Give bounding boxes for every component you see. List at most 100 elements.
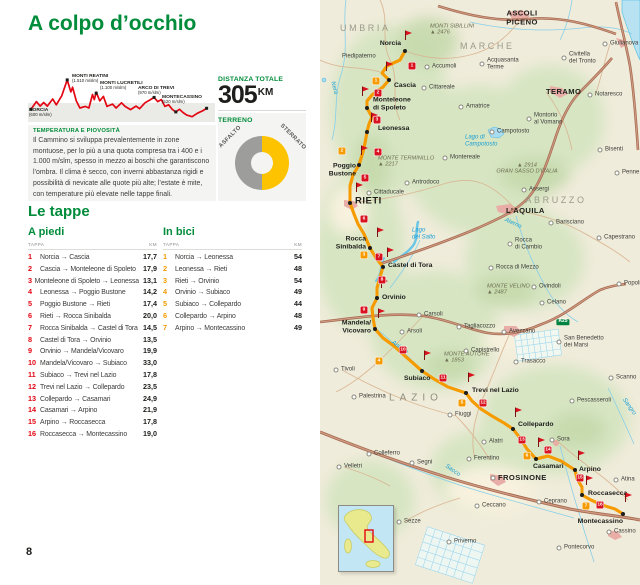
stage-row: 1 Norcia → Cascia 17,7 bbox=[28, 252, 157, 264]
col-km: KM bbox=[149, 242, 157, 247]
stage-km: 17,4 bbox=[143, 299, 157, 309]
stage-km: 49 bbox=[294, 287, 302, 297]
stage-km: 23,5 bbox=[143, 381, 157, 391]
town-dot bbox=[351, 394, 357, 400]
donut-ring bbox=[235, 136, 289, 190]
stage-route: Leonessa → Poggio Bustone bbox=[40, 289, 126, 297]
stage-row: 7 Arpino → Montecassino 49 bbox=[163, 323, 302, 335]
town-dot bbox=[366, 451, 372, 457]
stage-row: 7 Rocca Sinibalda → Castel di Tora 14,5 bbox=[28, 323, 157, 335]
town-dot bbox=[569, 398, 575, 404]
stage-row: 3 Monteleone di Spoleto → Leonessa 13,1 bbox=[28, 276, 157, 288]
map-base-svg bbox=[320, 0, 640, 585]
stage-route: Rocca Sinibalda → Castel di Tora bbox=[40, 324, 138, 332]
town-dot bbox=[526, 116, 532, 122]
stage-number: 1 bbox=[28, 252, 33, 261]
stage-row: 6 Collepardo → Arpino 48 bbox=[163, 311, 302, 323]
total-distance-block: DISTANZA TOTALE 305KM bbox=[218, 74, 306, 111]
town-dot bbox=[489, 129, 495, 135]
stage-route: Roccasecca → Montecassino bbox=[40, 430, 128, 438]
stage-number: 3 bbox=[163, 275, 168, 285]
stage-route: Norcia → Leonessa bbox=[175, 254, 233, 261]
route-town-dot bbox=[621, 512, 625, 516]
stage-number: 2 bbox=[163, 263, 168, 273]
route-town-dot bbox=[464, 391, 468, 395]
cycling-rows: 1 Norcia → Leonessa 54 2 Leonessa → Rieti 48 3… bbox=[163, 252, 302, 335]
town-dot bbox=[336, 464, 342, 470]
town-dot bbox=[366, 190, 372, 196]
distance-number: 305 bbox=[218, 81, 258, 109]
town-dot bbox=[616, 281, 622, 287]
elevation-profile-svg bbox=[28, 78, 215, 122]
stage-row: 15 Arpino → Roccasecca 17,8 bbox=[28, 417, 157, 429]
town-dot bbox=[556, 339, 562, 345]
town-dot bbox=[531, 284, 537, 290]
cycling-table-header: TAPPA KM bbox=[163, 242, 302, 250]
cycling-stage-marker: 2 bbox=[338, 147, 346, 155]
town-dot bbox=[442, 155, 448, 161]
stage-km: 19,0 bbox=[143, 428, 157, 438]
route-town-dot bbox=[365, 106, 369, 110]
walking-stages-table: A piedi TAPPA KM 1 Norcia → Cascia 17,7 2 Ca… bbox=[28, 226, 157, 441]
stage-route: Trevi nel Lazio → Collepardo bbox=[40, 383, 125, 391]
peak-label: ARCO DI TREVI (970 m/slm) bbox=[138, 86, 175, 96]
route-town-dot bbox=[511, 427, 515, 431]
stage-km: 33,0 bbox=[143, 358, 157, 368]
walking-stage-marker: 6 bbox=[360, 215, 368, 223]
walking-title: A piedi bbox=[28, 226, 65, 238]
stage-km: 13,5 bbox=[143, 334, 157, 344]
walking-rows: 1 Norcia → Cascia 17,7 2 Cascia → Monteleone… bbox=[28, 252, 157, 441]
stage-row: 4 Leonessa → Poggio Bustone 14,2 bbox=[28, 287, 157, 299]
stage-row: 1 Norcia → Leonessa 54 bbox=[163, 252, 302, 264]
stage-route: Orvinio → Subiaco bbox=[175, 289, 230, 297]
stage-number: 2 bbox=[28, 263, 33, 273]
stage-km: 48 bbox=[294, 263, 302, 273]
town-dot bbox=[606, 529, 612, 535]
stage-route: Monteleone di Spoleto → Leonessa bbox=[34, 277, 140, 285]
stage-row: 11 Subiaco → Trevi nel Lazio 17,8 bbox=[28, 370, 157, 382]
stage-route: Casamari → Arpino bbox=[40, 407, 98, 415]
stage-number: 8 bbox=[28, 334, 33, 344]
peak-label: MONTI LUCRETILI (1.100 m/slm) bbox=[100, 81, 143, 91]
peak-marker bbox=[174, 110, 178, 114]
stage-number: 15 bbox=[28, 417, 37, 427]
peak-marker bbox=[94, 91, 98, 95]
town-dot bbox=[521, 187, 527, 193]
stage-number: 4 bbox=[28, 287, 33, 297]
stage-number: 6 bbox=[163, 310, 168, 320]
stage-row: 9 Orvinio → Mandela/Vicovaro 19,9 bbox=[28, 346, 157, 358]
stage-row: 2 Leonessa → Rieti 48 bbox=[163, 264, 302, 276]
climate-title: TEMPERATURA E PIOVOSITÀ bbox=[33, 128, 121, 134]
climate-box: TEMPERATURA E PIOVOSITÀ Il Cammino si sv… bbox=[28, 125, 216, 201]
terrain-donut-chart: ASFALTO STERRATO bbox=[218, 123, 307, 194]
town-dot bbox=[446, 539, 452, 545]
walking-stage-marker: 2 bbox=[374, 89, 382, 97]
stages-heading: Le tappe bbox=[28, 203, 90, 220]
stage-km: 19,9 bbox=[143, 346, 157, 356]
distance-unit: KM bbox=[257, 87, 274, 98]
elevation-profile-chart: NORCIA (600 m/slm) MONTI REATINI (1.510 m/s… bbox=[28, 74, 215, 122]
town-dot bbox=[513, 359, 519, 365]
peak-marker bbox=[205, 106, 209, 110]
route-town-dot bbox=[381, 265, 385, 269]
walking-stage-marker: 11 bbox=[439, 374, 447, 382]
town-dot bbox=[466, 456, 472, 462]
stage-row: 5 Poggio Bustone → Rieti 17,4 bbox=[28, 299, 157, 311]
peak-marker bbox=[65, 78, 69, 82]
town-dot bbox=[479, 61, 485, 67]
page-number: 8 bbox=[26, 546, 33, 558]
walking-stage-marker: 13 bbox=[518, 436, 526, 444]
walking-stage-marker: 10 bbox=[399, 346, 407, 354]
stage-km: 17,8 bbox=[143, 417, 157, 427]
walking-stage-marker: 4 bbox=[374, 148, 382, 156]
peak-marker bbox=[29, 107, 33, 111]
town-dot bbox=[416, 312, 422, 318]
town-dot bbox=[458, 104, 464, 110]
col-tappa: TAPPA bbox=[28, 242, 45, 247]
walking-stage-marker: 9 bbox=[360, 306, 368, 314]
stage-row: 8 Castel di Tora → Orvinio 13,5 bbox=[28, 335, 157, 347]
stage-number: 3 bbox=[28, 275, 33, 285]
stage-number: 9 bbox=[28, 346, 33, 356]
cycling-stage-marker: 6 bbox=[523, 452, 531, 460]
italy-inset-map bbox=[338, 505, 394, 572]
